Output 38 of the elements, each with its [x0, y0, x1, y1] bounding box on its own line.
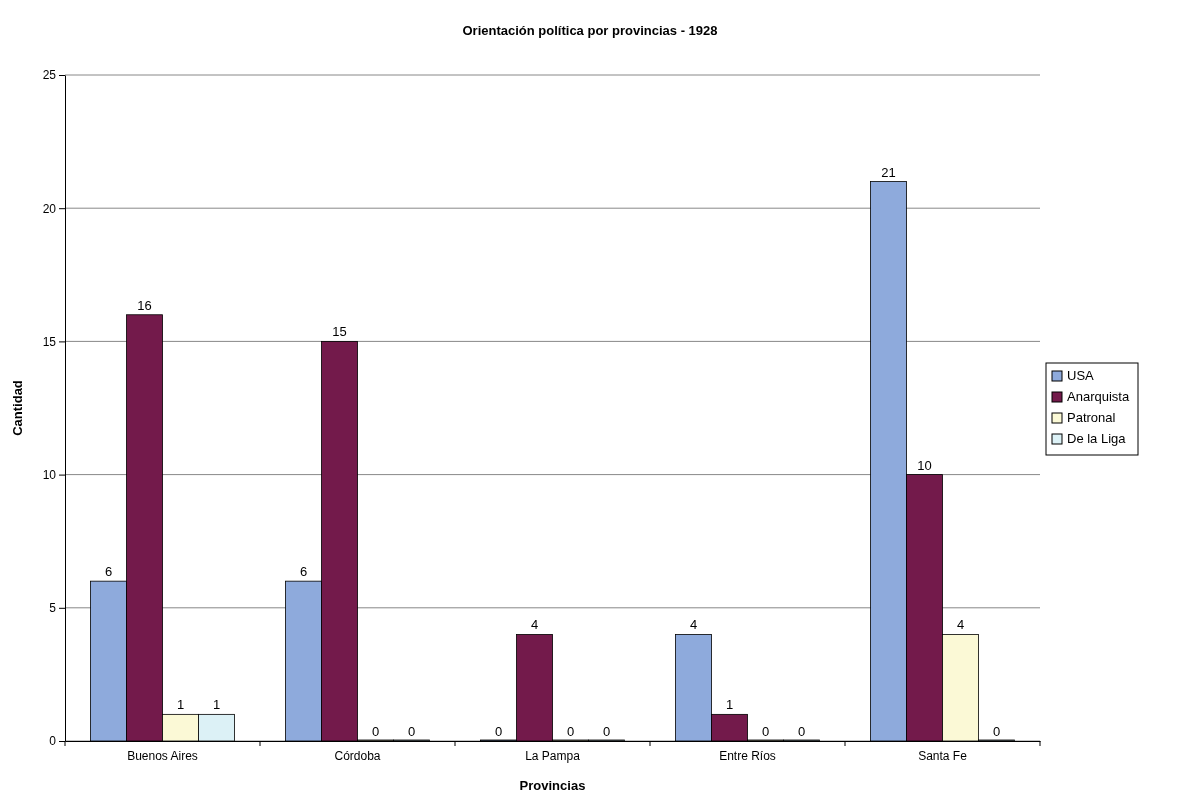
data-label: 10: [917, 457, 932, 473]
x-axis-title: Provincias: [519, 778, 586, 793]
y-tick-label: 10: [42, 467, 57, 482]
data-label: 4: [530, 617, 539, 633]
data-label: 0: [992, 724, 1001, 739]
y-axis-title: Cantidad: [10, 380, 25, 436]
data-label: 0: [566, 724, 575, 739]
y-tick-label: 15: [42, 334, 57, 349]
data-label: 15: [332, 324, 347, 340]
y-tick-label: 25: [42, 68, 57, 83]
data-label: 1: [176, 697, 185, 713]
data-label: 0: [761, 724, 770, 739]
x-tick-label: Santa Fe: [918, 748, 968, 763]
data-label: 1: [725, 697, 734, 713]
x-tick-label: Córdoba: [334, 748, 381, 763]
data-label: 21: [881, 164, 896, 180]
x-tick-label: Entre Ríos: [719, 748, 776, 763]
data-label: 0: [494, 724, 503, 739]
data-label: 1: [212, 697, 221, 713]
data-label: 6: [299, 564, 308, 580]
legend-label: Anarquista: [1067, 389, 1130, 404]
legend-label: De la Liga: [1067, 431, 1127, 446]
data-label: 0: [371, 724, 380, 739]
data-label: 6: [104, 564, 113, 580]
x-tick-label: La Pampa: [525, 748, 581, 763]
x-tick-label: Buenos Aires: [127, 748, 198, 763]
y-tick-label: 0: [49, 734, 57, 749]
data-label: 0: [797, 724, 806, 739]
y-tick-label: 20: [42, 201, 57, 216]
data-label: 4: [956, 617, 965, 633]
legend-label: USA: [1067, 368, 1095, 383]
legend-label: Patronal: [1067, 410, 1116, 425]
chart-title: Orientación política por provincias - 1928: [462, 23, 718, 38]
data-label: 0: [602, 724, 611, 739]
data-label: 0: [407, 724, 416, 739]
y-tick-label: 5: [49, 601, 57, 616]
data-label: 16: [137, 297, 152, 313]
data-label: 4: [689, 617, 698, 633]
